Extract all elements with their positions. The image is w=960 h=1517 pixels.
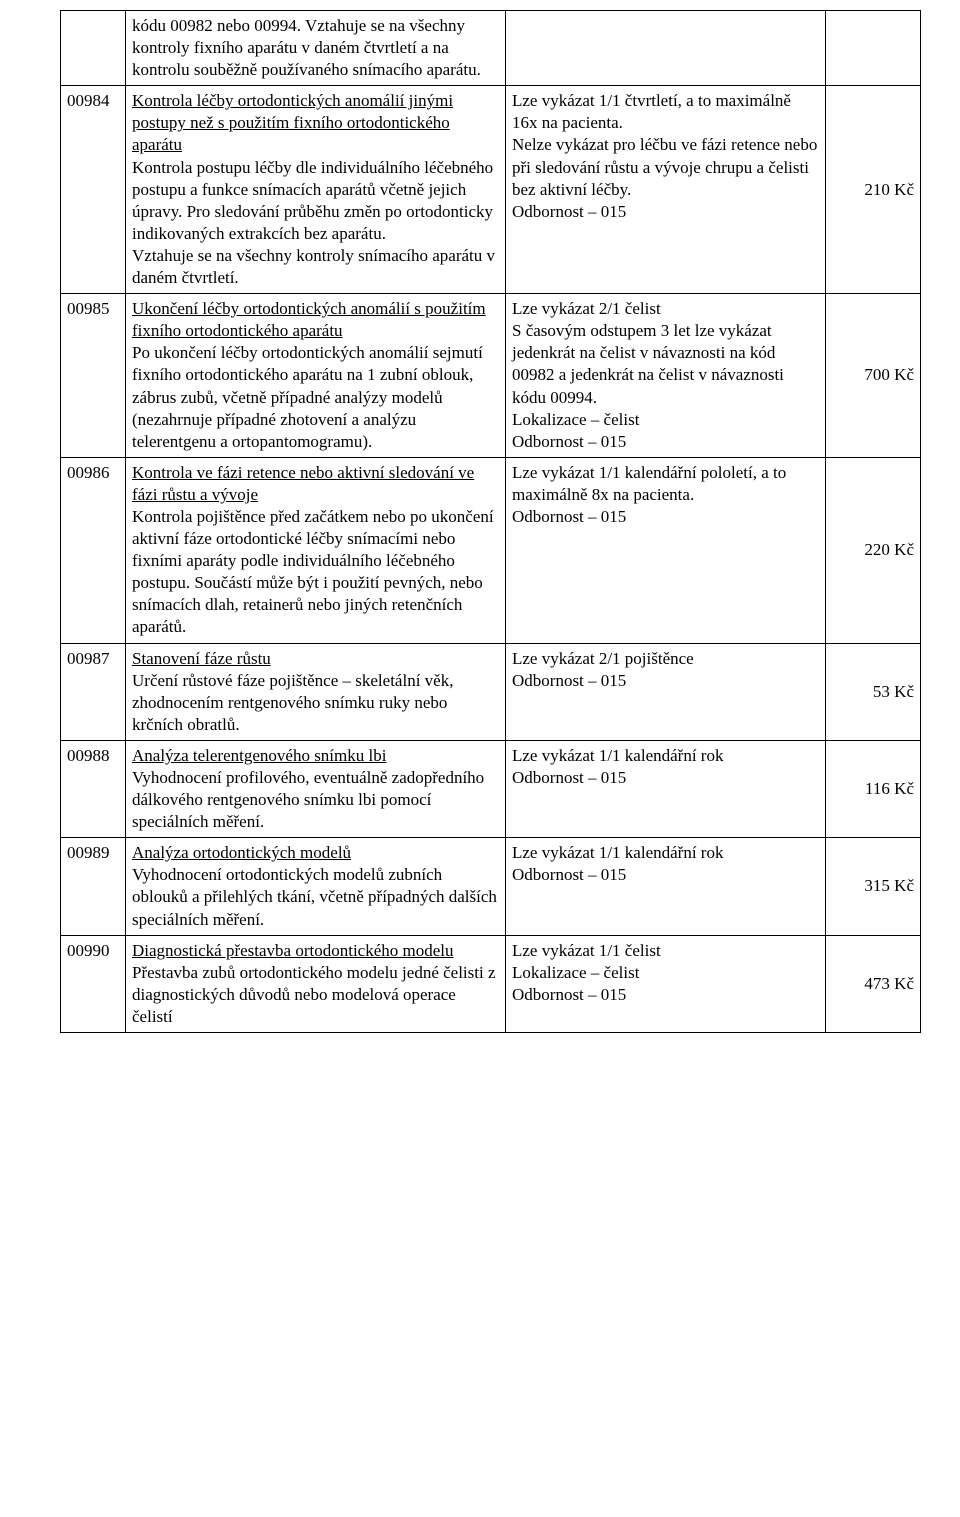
table-row: 00984Kontrola léčby ortodontických anomá… — [61, 86, 921, 294]
table-row: 00990 Diagnostická přestavba ortodontické… — [61, 935, 921, 1032]
code-cell: 00986 — [61, 457, 126, 643]
procedure-description: Kontrola postupu léčby dle individuálníh… — [132, 158, 495, 287]
description-cell: Kontrola ve fázi retence nebo aktivní sl… — [126, 457, 506, 643]
conditions-cell: Lze vykázat 1/1 čtvrtletí, a to maximáln… — [506, 86, 826, 294]
code-cell: 00985 — [61, 294, 126, 458]
procedure-description: Vyhodnocení profilového, eventuálně zado… — [132, 768, 484, 831]
procedure-table: kódu 00982 nebo 00994. Vztahuje se na vš… — [60, 10, 921, 1033]
conditions-cell: Lze vykázat 1/1 čelistLokalizace – čelis… — [506, 935, 826, 1032]
code-cell: 00988 — [61, 740, 126, 837]
description-cell: Diagnostická přestavba ortodontického mo… — [126, 935, 506, 1032]
procedure-title: Stanovení fáze růstu — [132, 649, 271, 668]
code-cell: 00987 — [61, 643, 126, 740]
table-row: kódu 00982 nebo 00994. Vztahuje se na vš… — [61, 11, 921, 86]
table-row: 00987 Stanovení fáze růstu Určení růstové … — [61, 643, 921, 740]
code-cell: 00984 — [61, 86, 126, 294]
price-cell: 53 Kč — [826, 643, 921, 740]
procedure-title: Analýza telerentgenového snímku lbi — [132, 746, 386, 765]
conditions-cell: Lze vykázat 2/1 pojištěnceOdbornost – 01… — [506, 643, 826, 740]
price-cell: 700 Kč — [826, 294, 921, 458]
procedure-title: Kontrola léčby ortodontických anomálií j… — [132, 91, 453, 154]
description-cell: Analýza ortodontických modelů Vyhodnocení… — [126, 838, 506, 935]
procedure-description: Kontrola pojištěnce před začátkem nebo p… — [132, 507, 494, 636]
table-row: 00985Ukončení léčby ortodontických anomá… — [61, 294, 921, 458]
description-cell: kódu 00982 nebo 00994. Vztahuje se na vš… — [126, 11, 506, 86]
procedure-description: Vyhodnocení ortodontických modelů zubníc… — [132, 865, 497, 928]
price-cell: 116 Kč — [826, 740, 921, 837]
procedure-description: Určení růstové fáze pojištěnce – skeletá… — [132, 671, 453, 734]
description-cell: Analýza telerentgenového snímku lbi Vyhod… — [126, 740, 506, 837]
description-cell: Ukončení léčby ortodontických anomálií s… — [126, 294, 506, 458]
procedure-title: Ukončení léčby ortodontických anomálií s… — [132, 299, 486, 340]
description-cell: Kontrola léčby ortodontických anomálií j… — [126, 86, 506, 294]
code-cell: 00989 — [61, 838, 126, 935]
conditions-cell: Lze vykázat 1/1 kalendářní pololetí, a t… — [506, 457, 826, 643]
price-cell: 220 Kč — [826, 457, 921, 643]
conditions-cell: Lze vykázat 1/1 kalendářní rokOdbornost … — [506, 740, 826, 837]
table-row: 00989 Analýza ortodontických modelů Vyhodn… — [61, 838, 921, 935]
price-cell: 315 Kč — [826, 838, 921, 935]
code-cell: 00990 — [61, 935, 126, 1032]
conditions-cell: Lze vykázat 2/1 čelistS časovým odstupem… — [506, 294, 826, 458]
procedure-title: Analýza ortodontických modelů — [132, 843, 351, 862]
price-cell: 210 Kč — [826, 86, 921, 294]
price-cell: 473 Kč — [826, 935, 921, 1032]
conditions-cell: Lze vykázat 1/1 kalendářní rokOdbornost … — [506, 838, 826, 935]
price-cell — [826, 11, 921, 86]
procedure-title: Diagnostická přestavba ortodontického mo… — [132, 941, 454, 960]
table-row: 00988Analýza telerentgenového snímku lbi… — [61, 740, 921, 837]
procedure-description: Po ukončení léčby ortodontických anomáli… — [132, 343, 483, 450]
table-row: 00986Kontrola ve fázi retence nebo aktiv… — [61, 457, 921, 643]
conditions-cell — [506, 11, 826, 86]
procedure-title: Kontrola ve fázi retence nebo aktivní sl… — [132, 463, 474, 504]
description-cell: Stanovení fáze růstu Určení růstové fáze … — [126, 643, 506, 740]
code-cell — [61, 11, 126, 86]
procedure-description: Přestavba zubů ortodontického modelu jed… — [132, 963, 496, 1026]
